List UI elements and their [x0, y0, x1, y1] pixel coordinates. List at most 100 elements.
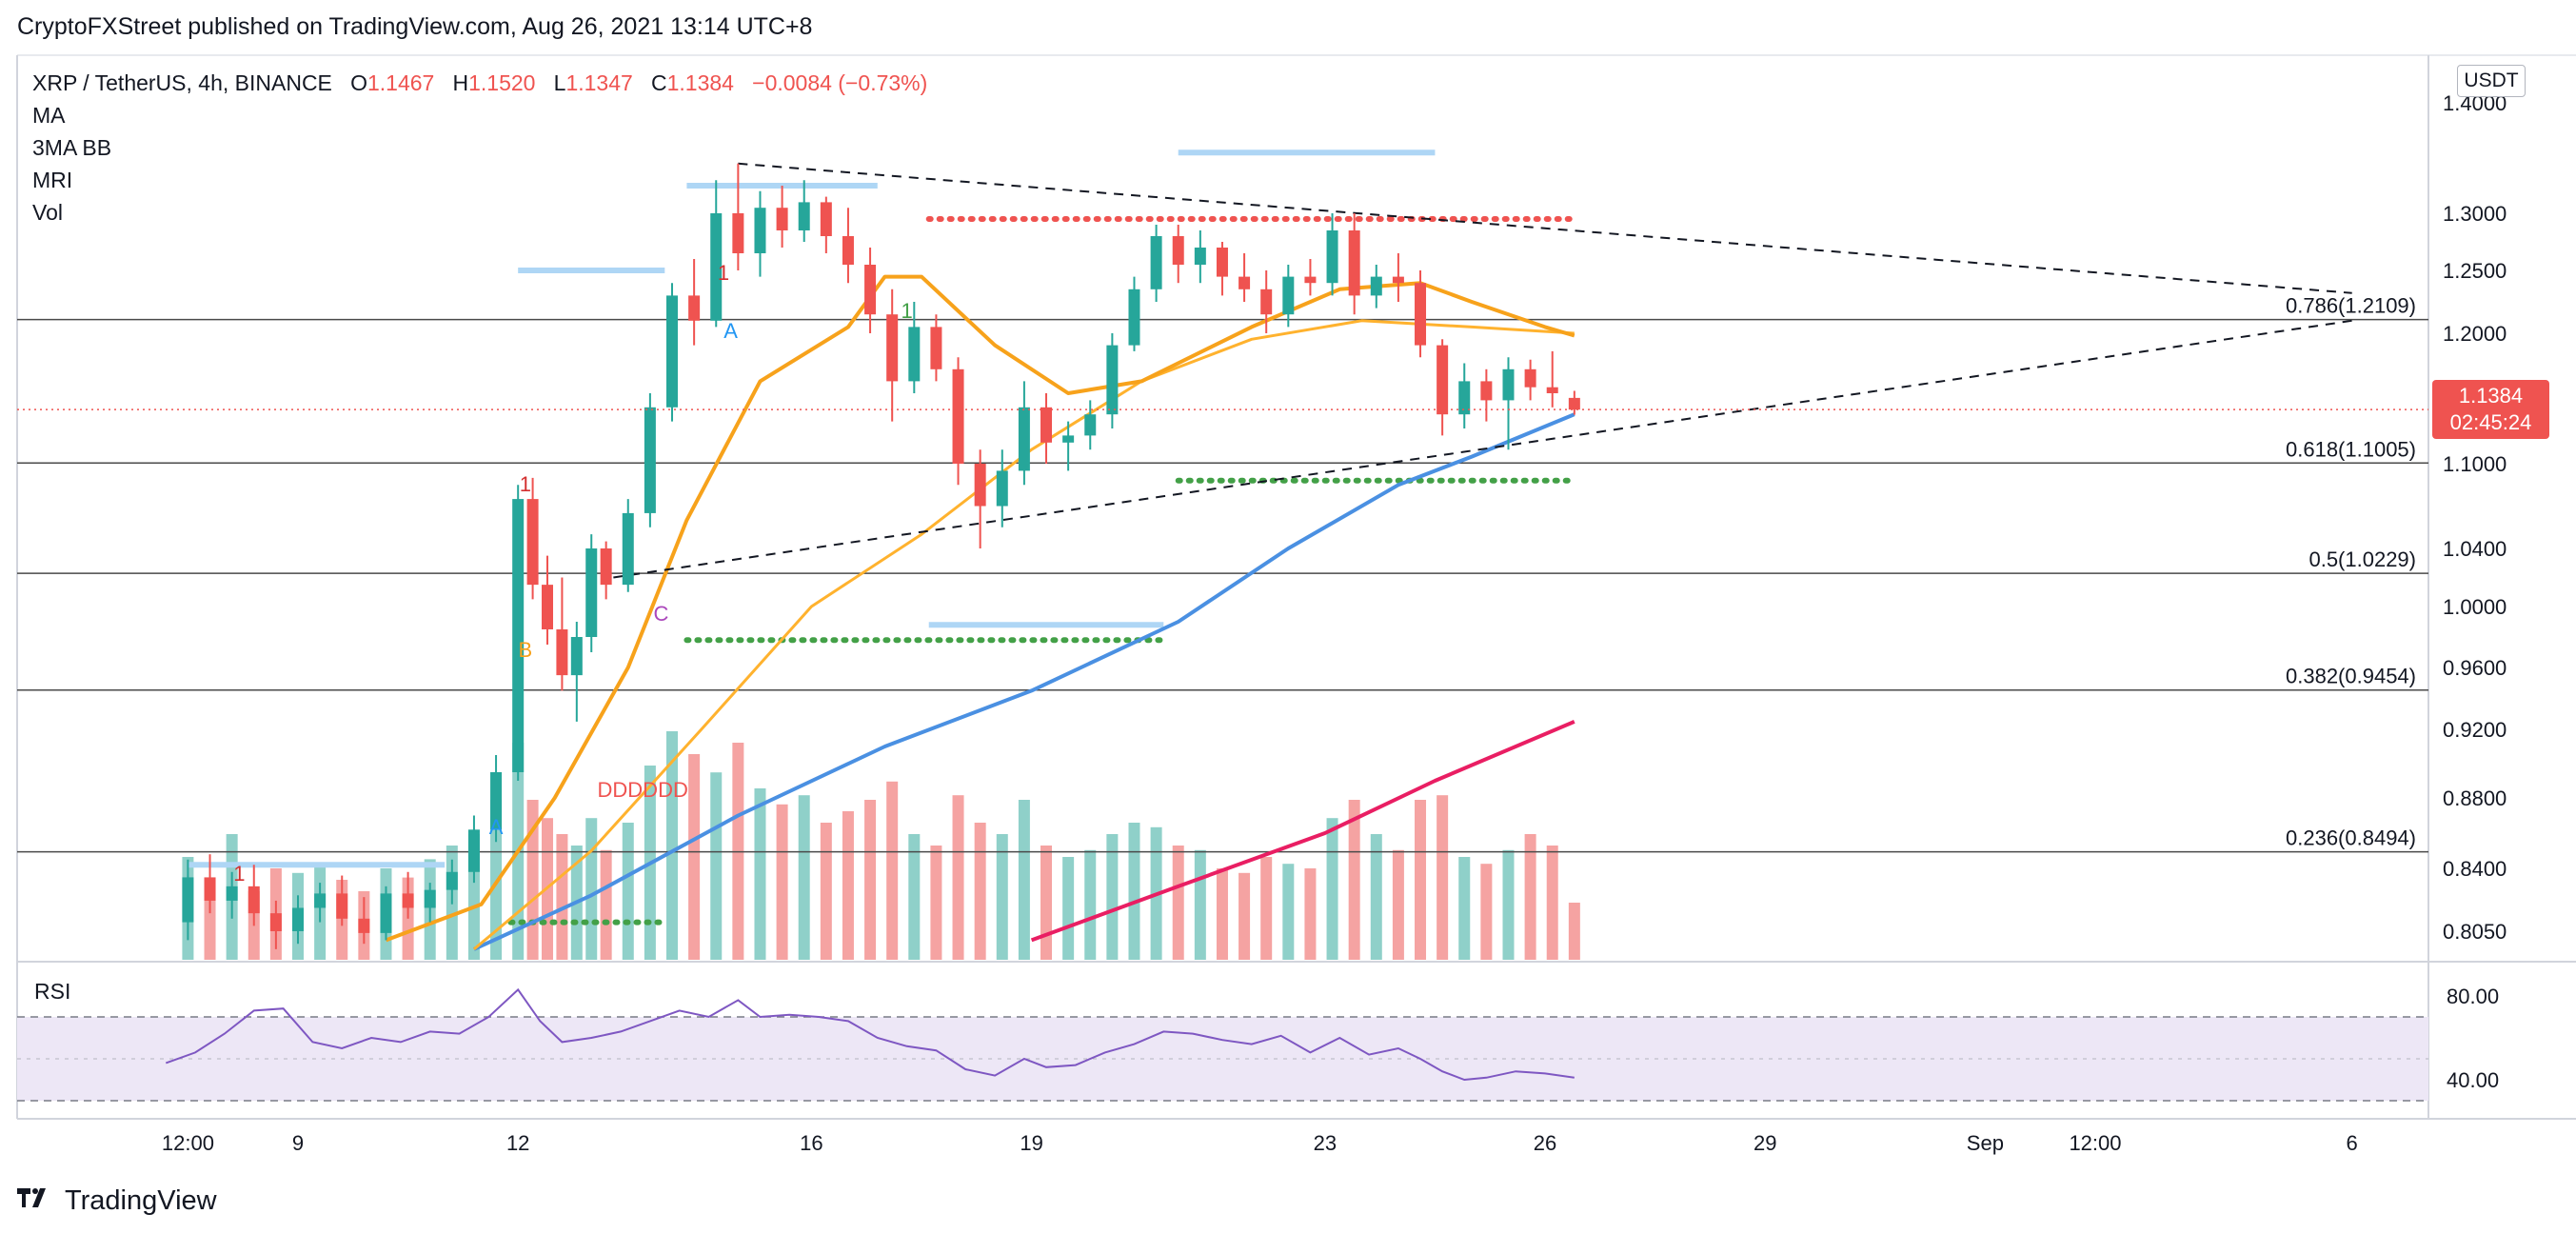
time-axis-labels: 12:00 9 12 16 19 23 26 29 Sep 12:00 6 — [162, 1131, 2358, 1155]
high-value: 1.1520 — [468, 70, 536, 95]
volume-bar — [1062, 857, 1075, 960]
td-mark: 1 — [718, 261, 729, 285]
price-tick-label: 1.1000 — [2443, 452, 2507, 476]
candle-body — [248, 886, 260, 914]
volume-bar — [1128, 823, 1140, 960]
candle-body — [1084, 414, 1097, 436]
volume-bar — [1172, 846, 1184, 960]
volume-bar — [952, 795, 964, 960]
fib-label: 0.5(1.0229) — [2308, 547, 2416, 571]
candle-body — [1062, 435, 1075, 443]
time-tick-label: 16 — [800, 1131, 822, 1155]
indicator-vol[interactable]: Vol — [32, 200, 63, 225]
fib-label: 0.382(0.9454) — [2286, 665, 2416, 688]
moving-averages — [385, 274, 1575, 951]
candle-body — [467, 829, 480, 872]
volume-bar — [798, 795, 810, 960]
price-tick-label: 0.8400 — [2443, 857, 2507, 881]
candle-body — [402, 893, 414, 908]
candle-body — [336, 893, 348, 919]
volume-bar — [1568, 903, 1580, 960]
candle-body — [556, 629, 568, 676]
volume-bar — [688, 754, 701, 960]
time-tick-label: 12:00 — [162, 1131, 214, 1155]
wave-label-b: B — [519, 638, 533, 662]
candle-body — [1480, 381, 1493, 401]
time-tick-label: 12 — [506, 1131, 529, 1155]
time-tick-label: 19 — [1020, 1131, 1042, 1155]
td-sequence-text: DDDDDD — [598, 778, 688, 802]
candle-body — [710, 213, 723, 321]
td-mark: 1 — [233, 862, 245, 886]
last-price-value: 1.1384 — [2458, 384, 2524, 408]
candle-body — [732, 213, 744, 253]
volume-bar — [1238, 872, 1251, 960]
change-value: −0.0084 (−0.73%) — [752, 70, 928, 95]
candle-body — [666, 295, 679, 408]
high-label: H — [452, 70, 469, 95]
triangle-lower-line — [613, 319, 2352, 579]
candle-body — [1415, 283, 1427, 346]
rsi-pane: 80.00 40.00 — [17, 985, 2499, 1102]
candle-body — [1238, 276, 1251, 289]
candle-body — [1546, 387, 1558, 393]
time-tick-label: 26 — [1534, 1131, 1556, 1155]
candle-body — [380, 893, 392, 933]
price-tick-label: 0.9600 — [2443, 656, 2507, 680]
volume-bar — [666, 731, 679, 960]
rsi-line — [165, 987, 1575, 1082]
open-label: O — [350, 70, 367, 95]
volume-bar — [842, 811, 854, 960]
chart-legend: XRP / TetherUS, 4h, BINANCE O1.1467 H1.1… — [32, 67, 927, 229]
candle-body — [644, 407, 656, 513]
rsi-label[interactable]: RSI — [34, 979, 71, 1004]
low-value: 1.1347 — [565, 70, 633, 95]
candle-body — [204, 877, 216, 901]
candle-body — [1260, 289, 1273, 315]
volume-bar — [864, 800, 877, 960]
volume-bars — [182, 731, 1580, 960]
volume-bar — [1480, 864, 1493, 960]
open-value: 1.1467 — [367, 70, 435, 95]
triangle-trendlines — [613, 162, 2352, 579]
price-tick-label: 0.8050 — [2443, 920, 2507, 944]
candle-body — [1437, 345, 1449, 415]
volume-bar — [1282, 864, 1295, 960]
candle-body — [1458, 381, 1471, 415]
indicator-mri[interactable]: MRI — [32, 168, 73, 192]
volume-bar — [1106, 834, 1119, 960]
candle-body — [1216, 248, 1228, 277]
candle-body — [1304, 276, 1317, 284]
volume-bar — [556, 834, 568, 960]
time-tick-label: 6 — [2347, 1131, 2358, 1155]
indicator-ma[interactable]: MA — [32, 103, 66, 128]
td-mark: 1 — [520, 472, 531, 496]
volume-bar — [600, 849, 612, 960]
candle-body — [570, 637, 583, 676]
bar-countdown: 02:45:24 — [2449, 410, 2532, 435]
volume-bar — [1260, 857, 1273, 960]
candle-body — [358, 918, 370, 933]
fib-label: 0.618(1.1005) — [2286, 437, 2416, 461]
tradingview-logo-icon — [17, 1184, 55, 1217]
candle-body — [974, 464, 986, 507]
ma-slow-line — [1030, 720, 1575, 943]
candle-body — [1018, 407, 1030, 471]
price-axis-labels: 1.40001.30001.25001.20001.10001.04001.00… — [2443, 91, 2507, 944]
currency-unit-button[interactable]: USDT — [2457, 65, 2526, 97]
candle-body — [1348, 230, 1360, 296]
volume-bar — [1304, 868, 1317, 960]
wave-label-c: C — [654, 602, 669, 626]
candle-body — [600, 548, 612, 586]
tradingview-footer[interactable]: TradingView — [17, 1184, 217, 1217]
fib-levels: 0.786(1.2109) 0.618(1.1005) 0.5(1.0229) 0.3… — [17, 294, 2428, 853]
candle-body — [820, 202, 832, 236]
candle-body — [1282, 276, 1295, 315]
symbol-title[interactable]: XRP / TetherUS, 4h, BINANCE — [32, 70, 332, 95]
candle-body — [269, 913, 282, 931]
time-tick-label: 23 — [1314, 1131, 1337, 1155]
rsi-tick-label: 40.00 — [2447, 1068, 2499, 1092]
indicator-3ma-bb[interactable]: 3MA BB — [32, 135, 112, 160]
volume-bar — [776, 804, 788, 960]
